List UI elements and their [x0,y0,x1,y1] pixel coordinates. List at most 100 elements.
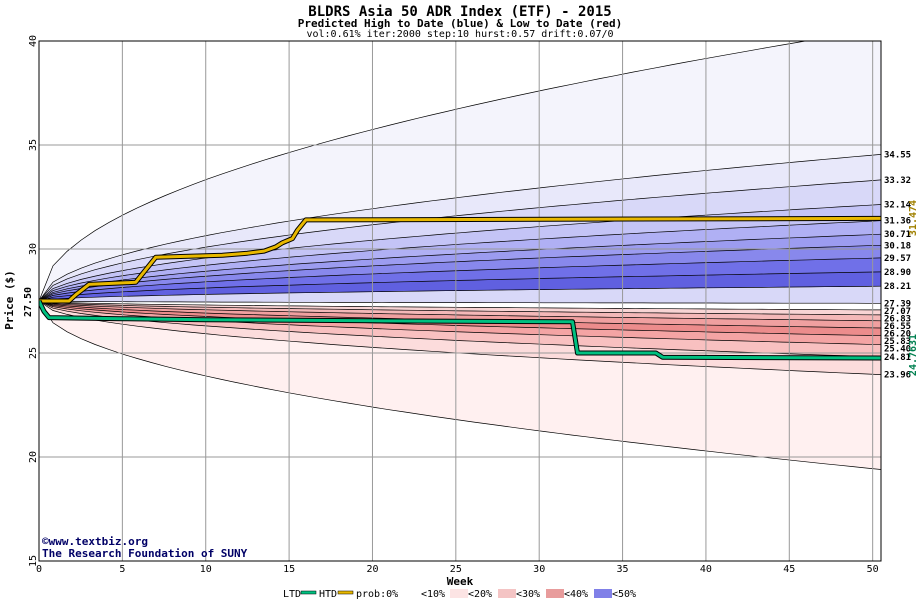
x-tick-label: 20 [366,564,378,575]
legend-bin-0: <10% [421,589,445,600]
band-low-3 [39,301,881,336]
band-line-8 [39,271,881,302]
right-value-label: 27.39 [884,299,911,309]
chart-params: vol:0.61% iter:2000 step:10 hurst:0.57 d… [306,29,613,40]
probability-bands [39,41,881,470]
band-line-11 [39,300,881,311]
x-tick-label: 35 [617,564,629,575]
watermark-url: ©www.textbiz.org [42,535,148,548]
x-axis-label: Week [447,575,474,588]
band-low-2 [39,301,881,328]
band-low-5 [39,301,881,357]
legend: LTD HTD prob:0% <10% <20% <30% <40% <50% [283,589,636,600]
x-tick-label: 50 [867,564,879,575]
right-value-label: 28.90 [884,268,911,278]
band-line-6 [39,244,881,302]
right-value-label: 30.71 [884,230,911,240]
band-line-9 [39,285,881,302]
band-high-6 [39,245,881,301]
band-line-15 [39,300,881,337]
x-tick-label: 15 [283,564,295,575]
band-line-17 [39,300,881,358]
band-line-13 [39,300,881,322]
legend-htd-swatch [337,590,354,595]
y-tick-label: 15 [28,555,39,567]
band-high-1 [39,154,881,301]
right-value-label: 30.18 [884,241,911,251]
x-tick-label: 10 [200,564,212,575]
x-tick-label: 25 [450,564,462,575]
legend-ltd-label: LTD [283,589,301,600]
band-high-0 [39,41,881,301]
y-tick-label: 25 [28,347,39,359]
chart-subtitle: Predicted High to Date (blue) & Low to D… [298,17,623,30]
y-tick-label: 20 [28,451,39,463]
right-value-label: 24.81 [884,353,911,363]
band-high-2 [39,179,881,301]
legend-bin-1: <20% [468,589,492,600]
x-tick-label: 0 [36,564,42,575]
legend-htd-label: HTD [319,589,337,600]
legend-bin-2: <30% [516,589,540,600]
right-value-label: 26.55 [884,322,911,332]
band-line-3 [39,204,881,302]
series-line-ltd [39,300,881,360]
labels: 0 5 10 15 20 25 30 35 40 45 50 15 20 25 30 35 40 34.55 33.… [28,35,912,575]
legend-ltd-swatch [300,590,317,595]
right-value-label: 33.32 [884,176,911,186]
legend-bin-swatch-1 [450,589,468,598]
x-tick-label: 40 [700,564,712,575]
y-tick-label: 35 [28,139,39,151]
right-value-label: 23.96 [884,371,911,381]
right-value-label: 25.40 [884,344,911,354]
legend-bin-4: <50% [612,589,636,600]
legend-bin-swatch-2 [498,589,516,598]
band-line-1 [39,154,881,302]
htd-final-label: 31.474 [908,200,919,236]
band-line-12 [39,300,881,316]
band-line-7 [39,257,881,302]
x-tick-label: 5 [119,564,125,575]
band-line-0 [39,41,808,302]
band-high-3 [39,204,881,301]
right-value-label: 28.21 [884,282,911,292]
band-low-0 [39,301,881,315]
series-lines [39,215,881,361]
legend-bin-swatch-0 [407,589,422,598]
right-value-label: 32.14 [884,201,912,211]
right-value-label: 31.36 [884,217,911,227]
x-tick-label: 30 [533,564,545,575]
ltd-final-label: 24.7631 [908,334,919,376]
band-line-2 [39,179,881,302]
y-tick-label: 40 [28,35,39,47]
chart-title: BLDRS Asia 50 ADR Index (ETF) - 2015 [308,4,611,20]
x-tick-label: 45 [783,564,795,575]
right-value-label: 25.83 [884,337,911,347]
right-value-label: 29.57 [884,254,911,264]
band-high-8 [39,271,881,301]
band-line-5 [39,233,881,302]
legend-bin-3: <40% [564,589,588,600]
series-line-htd [39,216,881,303]
legend-bin-swatch-4 [594,589,612,598]
band-high-4 [39,220,881,301]
right-value-label: 26.20 [884,329,911,339]
y-axis-label: Price ($) [3,270,16,330]
band-high-5 [39,234,881,301]
right-value-label: 27.07 [884,307,911,317]
right-value-label: 34.55 [884,150,911,160]
band-high-9 [39,286,881,304]
legend-bin-swatch-3 [546,589,564,598]
y-tick-label: 30 [28,243,39,255]
legend-prob-label: prob:0% [356,589,398,600]
band-low-4 [39,301,881,345]
band-high-7 [39,257,881,301]
plot-frame [38,40,882,562]
start-price-label: 27.50 [23,287,34,317]
band-line-19 [39,300,881,470]
watermark-org: The Research Foundation of SUNY [42,547,248,560]
band-low-7 [39,301,881,470]
band-line-4 [39,220,881,302]
right-value-label: 26.83 [884,314,911,324]
